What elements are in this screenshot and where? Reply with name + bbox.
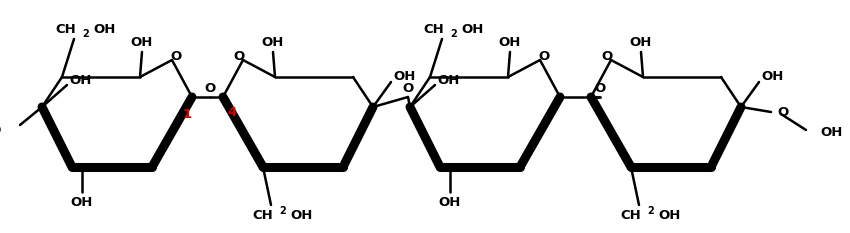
Text: O: O xyxy=(538,49,550,62)
Text: 4: 4 xyxy=(227,106,236,120)
Text: OH: OH xyxy=(630,35,652,48)
Text: OH: OH xyxy=(93,23,116,36)
Text: O: O xyxy=(170,49,182,62)
Text: 2: 2 xyxy=(647,206,654,216)
Text: 2: 2 xyxy=(279,206,286,216)
Text: 2: 2 xyxy=(82,29,88,39)
Text: CH: CH xyxy=(423,23,444,36)
Text: 2: 2 xyxy=(450,29,456,39)
Text: OH: OH xyxy=(394,71,416,83)
Text: OH: OH xyxy=(70,73,92,86)
Text: OH: OH xyxy=(290,209,312,222)
Text: CH: CH xyxy=(252,209,273,222)
Text: O: O xyxy=(777,106,788,119)
Text: OH: OH xyxy=(461,23,484,36)
Text: O: O xyxy=(594,82,605,96)
Text: 1: 1 xyxy=(183,109,191,121)
Text: O: O xyxy=(234,49,245,62)
Text: CH: CH xyxy=(55,23,76,36)
Text: OH: OH xyxy=(262,35,284,48)
Text: O: O xyxy=(402,82,414,96)
Text: OH: OH xyxy=(131,35,153,48)
Text: CH: CH xyxy=(620,209,641,222)
Text: OH: OH xyxy=(762,71,785,83)
Text: OH: OH xyxy=(658,209,680,222)
Text: OH: OH xyxy=(438,73,460,86)
Text: OH: OH xyxy=(71,195,94,209)
Text: O: O xyxy=(601,49,613,62)
Text: OH: OH xyxy=(820,127,842,140)
Text: HO: HO xyxy=(0,124,2,137)
Text: OH: OH xyxy=(499,35,521,48)
Text: OH: OH xyxy=(439,195,462,209)
Text: O: O xyxy=(204,82,216,96)
